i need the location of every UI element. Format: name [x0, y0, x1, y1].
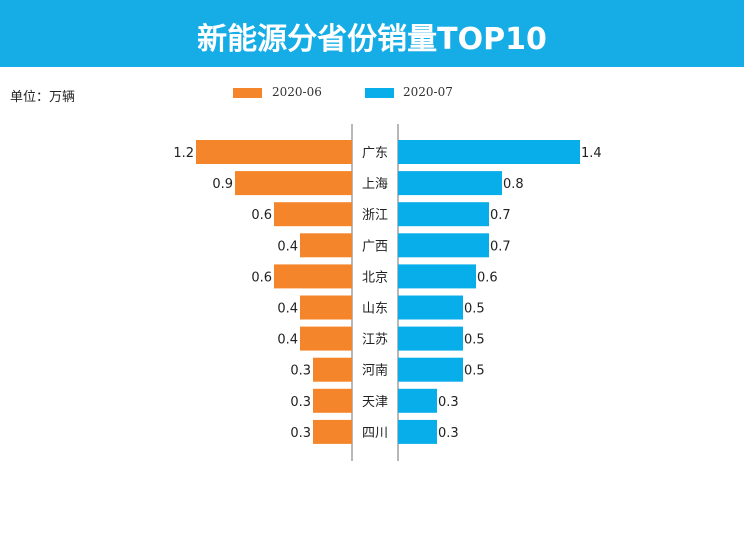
legend-swatch-2020-06 — [233, 88, 262, 98]
bar-2020-07 — [398, 295, 463, 320]
category-label: 上海 — [362, 177, 388, 192]
category-label: 浙江 — [362, 208, 388, 223]
data-label-2020-07: 0.8 — [503, 177, 524, 192]
category-label: 山东 — [362, 302, 388, 317]
bar-2020-07 — [398, 233, 489, 258]
data-label-2020-06: 0.4 — [277, 239, 298, 254]
bar-2020-07 — [398, 419, 437, 444]
category-label: 天津 — [362, 395, 388, 410]
bar-2020-07 — [398, 202, 489, 227]
data-label-2020-07: 0.3 — [438, 395, 459, 410]
bar-2020-06 — [313, 357, 352, 382]
data-label-2020-07: 0.5 — [464, 333, 485, 348]
bar-2020-07 — [398, 171, 502, 196]
bar-2020-06 — [313, 419, 352, 444]
data-label-2020-07: 0.7 — [490, 208, 511, 223]
data-label-2020-06: 0.6 — [251, 208, 272, 223]
data-label-2020-07: 0.5 — [464, 302, 485, 317]
bar-2020-06 — [196, 140, 352, 164]
unit-label: 单位：万辆 — [10, 90, 76, 105]
category-label: 广西 — [362, 239, 388, 254]
bar-2020-06 — [274, 264, 352, 289]
bar-2020-06 — [300, 233, 352, 258]
data-label-2020-06: 0.6 — [251, 270, 272, 285]
bar-2020-06 — [313, 388, 352, 413]
data-label-2020-06: 1.2 — [173, 146, 194, 161]
data-label-2020-07: 0.3 — [438, 426, 459, 441]
data-label-2020-06: 0.3 — [290, 364, 311, 379]
category-label: 北京 — [362, 270, 388, 285]
category-label: 河南 — [362, 363, 388, 379]
category-label: 四川 — [362, 426, 388, 441]
legend-label-2020-07: 2020-07 — [403, 85, 453, 99]
header-banner: 新能源分省份销量TOP10 — [0, 0, 744, 67]
data-label-2020-07: 1.4 — [581, 146, 602, 161]
bar-2020-06 — [235, 171, 352, 196]
data-label-2020-06: 0.9 — [212, 177, 233, 192]
bar-2020-07 — [398, 357, 463, 382]
bar-2020-07 — [398, 388, 437, 413]
legend-label-2020-06: 2020-06 — [272, 85, 322, 99]
category-label: 广东 — [362, 146, 388, 161]
chart-title: 新能源分省份销量TOP10 — [197, 22, 547, 57]
bar-2020-07 — [398, 140, 580, 164]
legend-swatch-2020-07 — [365, 88, 394, 98]
bar-2020-07 — [398, 264, 476, 289]
bar-2020-06 — [300, 295, 352, 320]
data-label-2020-07: 0.5 — [464, 364, 485, 379]
category-label: 江苏 — [362, 332, 388, 348]
bar-2020-06 — [274, 202, 352, 227]
data-label-2020-07: 0.6 — [477, 270, 498, 285]
data-label-2020-06: 0.3 — [290, 395, 311, 410]
bar-2020-07 — [398, 326, 463, 351]
data-label-2020-06: 0.4 — [277, 302, 298, 317]
data-label-2020-06: 0.3 — [290, 426, 311, 441]
data-label-2020-06: 0.4 — [277, 333, 298, 348]
bar-2020-06 — [300, 326, 352, 351]
data-label-2020-07: 0.7 — [490, 239, 511, 254]
